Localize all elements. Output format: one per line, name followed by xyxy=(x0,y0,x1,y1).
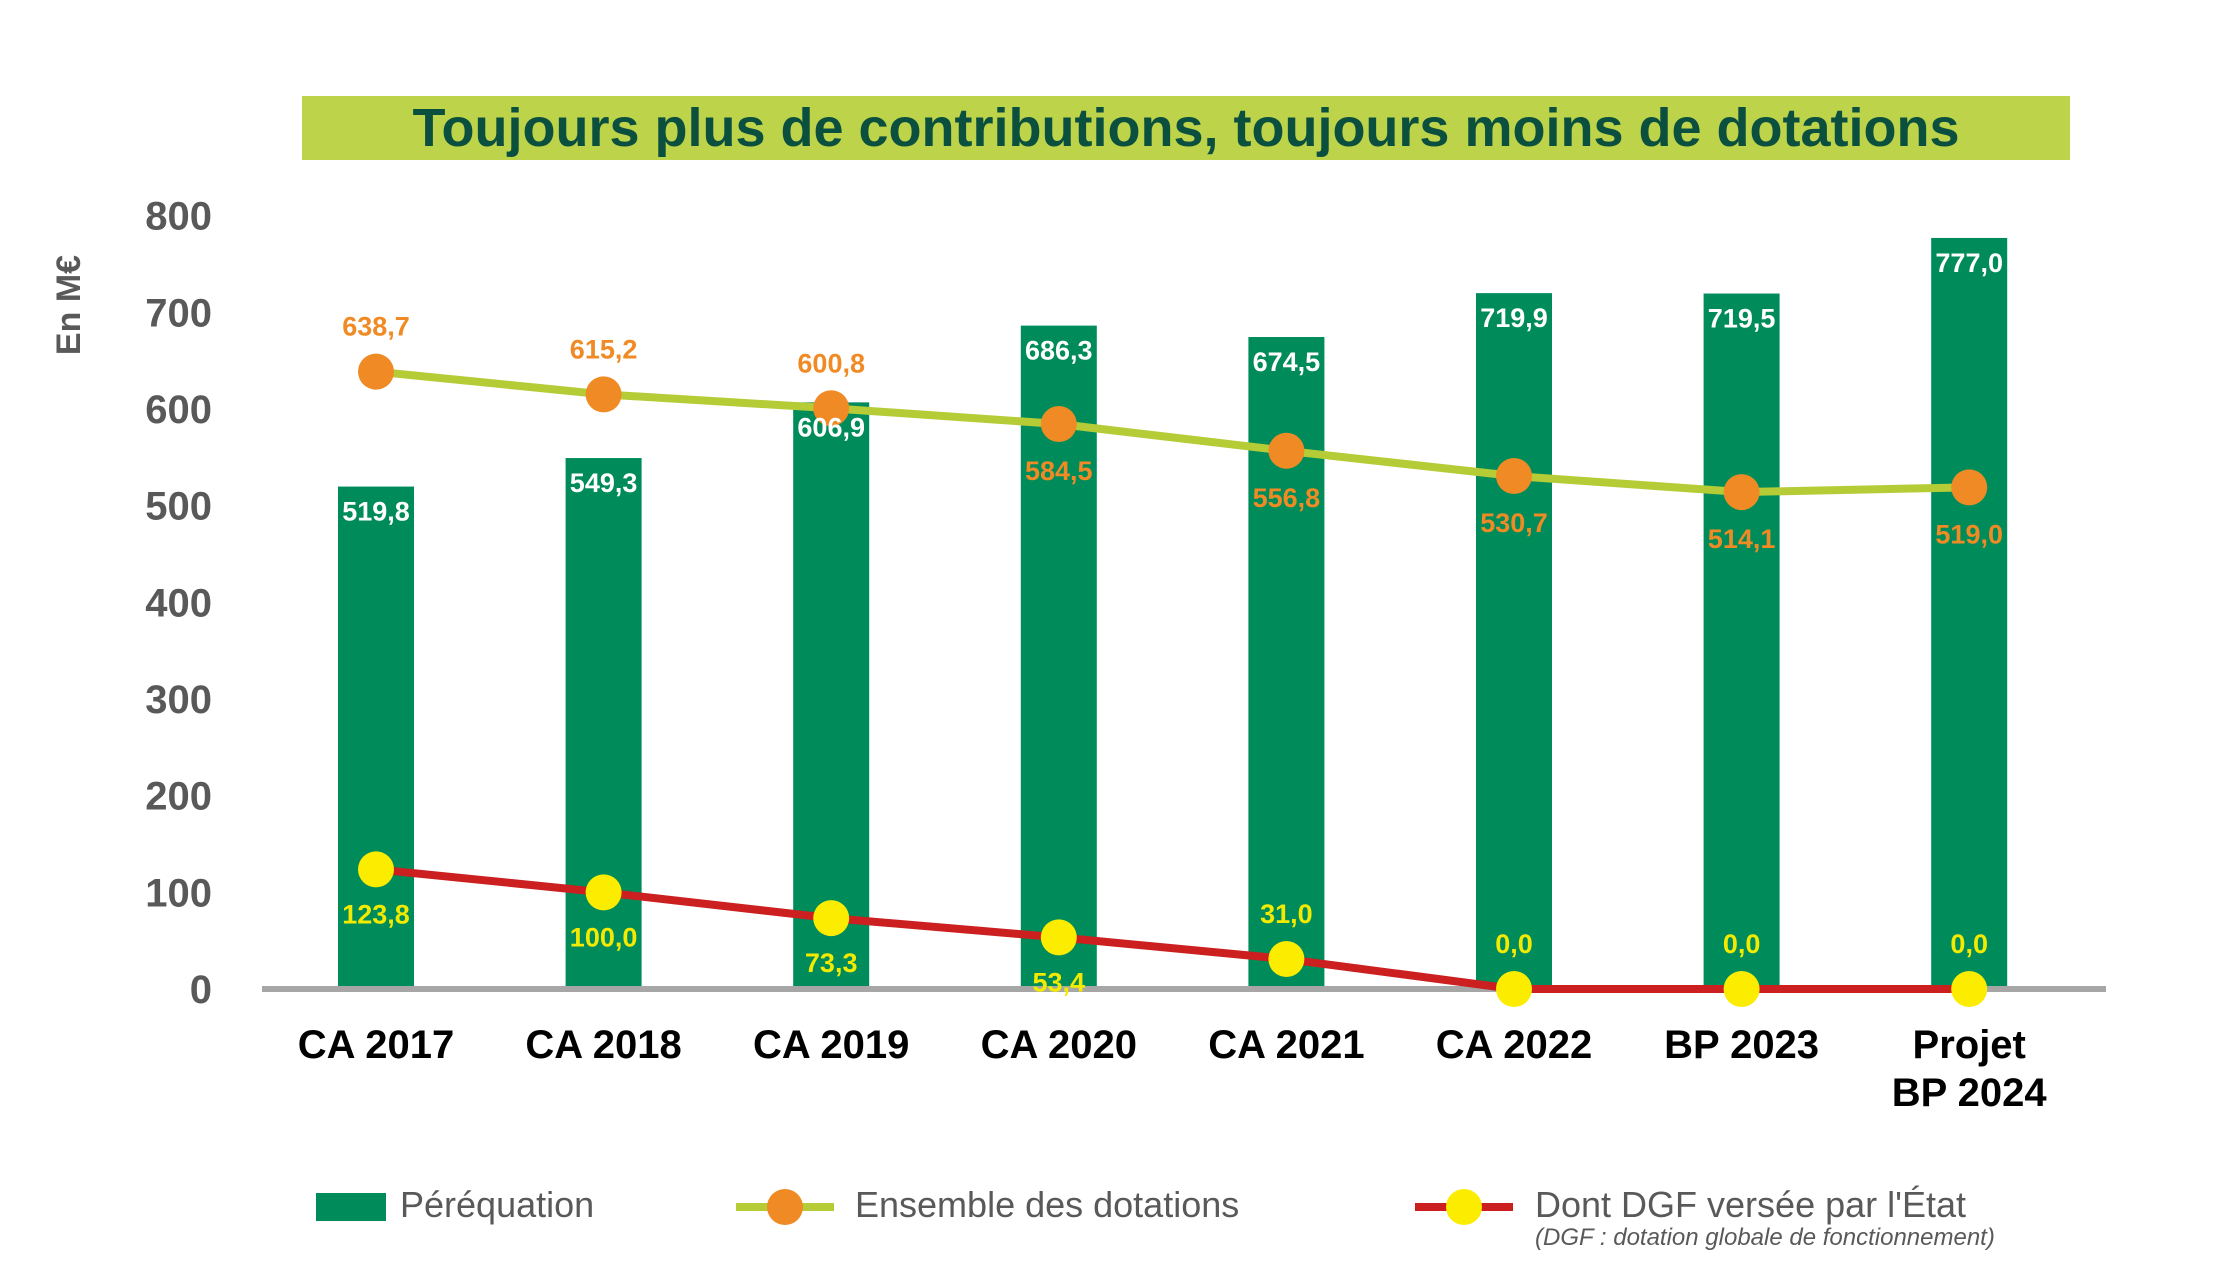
y-tick-label: 200 xyxy=(145,775,212,819)
y-tick-label: 800 xyxy=(145,195,212,239)
y-tick-label: 700 xyxy=(145,291,212,335)
y-tick-label: 600 xyxy=(145,388,212,432)
dotations-value-label: 519,0 xyxy=(1935,519,2003,549)
bar-value-label: 674,5 xyxy=(1253,347,1321,377)
bar-value-label: 719,5 xyxy=(1708,304,1776,334)
bar-value-label: 549,3 xyxy=(570,468,638,498)
x-axis-categories: CA 2017 CA 2018 CA 2019 CA 2020 CA 2021 CA 20… xyxy=(298,1023,2048,1115)
marker-ensemble-dotations xyxy=(1268,432,1305,469)
bar-perequation xyxy=(1703,293,1780,989)
dgf-value-label: 0,0 xyxy=(1723,929,1761,959)
chart-title: Toujours plus de contributions, toujours… xyxy=(413,98,1960,158)
marker-dgf xyxy=(358,851,394,888)
marker-ensemble-dotations xyxy=(1951,469,1988,506)
legend-note-dgf: (DGF : dotation globale de fonctionnemen… xyxy=(1535,1224,1995,1251)
dotations-value-label: 530,7 xyxy=(1480,508,1548,538)
series-markers xyxy=(358,353,1988,1007)
legend: Péréquation Ensemble des dotations Dont … xyxy=(316,1184,1995,1251)
y-tick-label: 300 xyxy=(145,678,212,722)
legend-marker-dotations xyxy=(767,1189,803,1225)
bar-perequation xyxy=(793,402,870,989)
data-labels: 519,8 549,3 606,9 686,3 674,5 719,9 719,5 777,0… xyxy=(342,248,2003,997)
marker-dgf xyxy=(1040,919,1077,956)
dgf-value-label: 0,0 xyxy=(1950,929,1988,959)
line-ensemble-dotations xyxy=(375,367,1970,497)
marker-dgf xyxy=(585,874,622,911)
line-dgf xyxy=(375,865,1970,993)
marker-ensemble-dotations xyxy=(1496,458,1532,495)
dotations-value-label: 514,1 xyxy=(1708,524,1776,554)
x-category-label: Projet xyxy=(1913,1023,2026,1067)
legend-label-perequation: Péréquation xyxy=(400,1184,594,1225)
marker-dgf xyxy=(1723,971,1760,1007)
marker-ensemble-dotations xyxy=(1723,474,1760,511)
bars-perequation xyxy=(338,237,2008,990)
marker-ensemble-dotations xyxy=(585,376,622,413)
legend-label-dotations: Ensemble des dotations xyxy=(855,1184,1239,1225)
bar-value-label: 606,9 xyxy=(797,412,865,442)
y-tick-label: 500 xyxy=(145,485,212,529)
x-category-label: CA 2017 xyxy=(298,1023,454,1067)
bar-value-label: 777,0 xyxy=(1935,248,2003,278)
bar-value-label: 519,8 xyxy=(342,497,410,527)
dotations-value-label: 638,7 xyxy=(342,312,410,342)
legend-label-dgf: Dont DGF versée par l'État xyxy=(1535,1184,1966,1225)
y-tick-label: 0 xyxy=(190,968,212,1012)
marker-dgf xyxy=(1951,971,1988,1007)
dgf-value-label: 31,0 xyxy=(1260,899,1313,929)
bar-value-label: 686,3 xyxy=(1025,336,1093,366)
y-axis-label: En M€ xyxy=(50,255,88,355)
x-category-label: BP 2024 xyxy=(1892,1071,2048,1115)
dgf-value-label: 100,0 xyxy=(570,922,638,952)
x-category-label: CA 2020 xyxy=(981,1023,1137,1067)
dotations-value-label: 615,2 xyxy=(570,334,638,364)
marker-dgf xyxy=(1496,971,1532,1007)
dotations-value-label: 600,8 xyxy=(797,348,865,378)
marker-ensemble-dotations xyxy=(358,353,394,390)
bar-perequation xyxy=(1931,237,2008,990)
dotations-value-label: 556,8 xyxy=(1253,483,1321,513)
bar-value-label: 719,9 xyxy=(1480,303,1548,333)
x-category-label: CA 2022 xyxy=(1436,1023,1592,1067)
dgf-value-label: 53,4 xyxy=(1033,967,1086,997)
x-category-label: CA 2021 xyxy=(1208,1023,1364,1067)
y-tick-label: 400 xyxy=(145,581,212,625)
marker-dgf xyxy=(813,900,850,937)
y-axis-ticks: 0 100 200 300 400 500 600 700 800 xyxy=(145,195,212,1012)
marker-ensemble-dotations xyxy=(1040,406,1077,443)
bar-perequation xyxy=(1476,293,1552,989)
x-category-label: CA 2019 xyxy=(753,1023,909,1067)
bar-perequation xyxy=(338,486,414,989)
series-lines xyxy=(375,367,1970,993)
dotations-value-label: 584,5 xyxy=(1025,456,1093,486)
title-background xyxy=(302,96,2070,160)
marker-dgf xyxy=(1268,941,1305,978)
x-category-label: BP 2023 xyxy=(1664,1023,1819,1067)
marker-ensemble-dotations xyxy=(813,390,850,427)
dgf-value-label: 0,0 xyxy=(1495,929,1533,959)
legend-marker-dgf xyxy=(1446,1189,1482,1225)
dgf-value-label: 123,8 xyxy=(342,899,410,929)
x-category-label: CA 2018 xyxy=(525,1023,681,1067)
dgf-value-label: 73,3 xyxy=(805,948,858,978)
legend-swatch-perequation xyxy=(316,1193,386,1221)
y-tick-label: 100 xyxy=(145,871,212,915)
